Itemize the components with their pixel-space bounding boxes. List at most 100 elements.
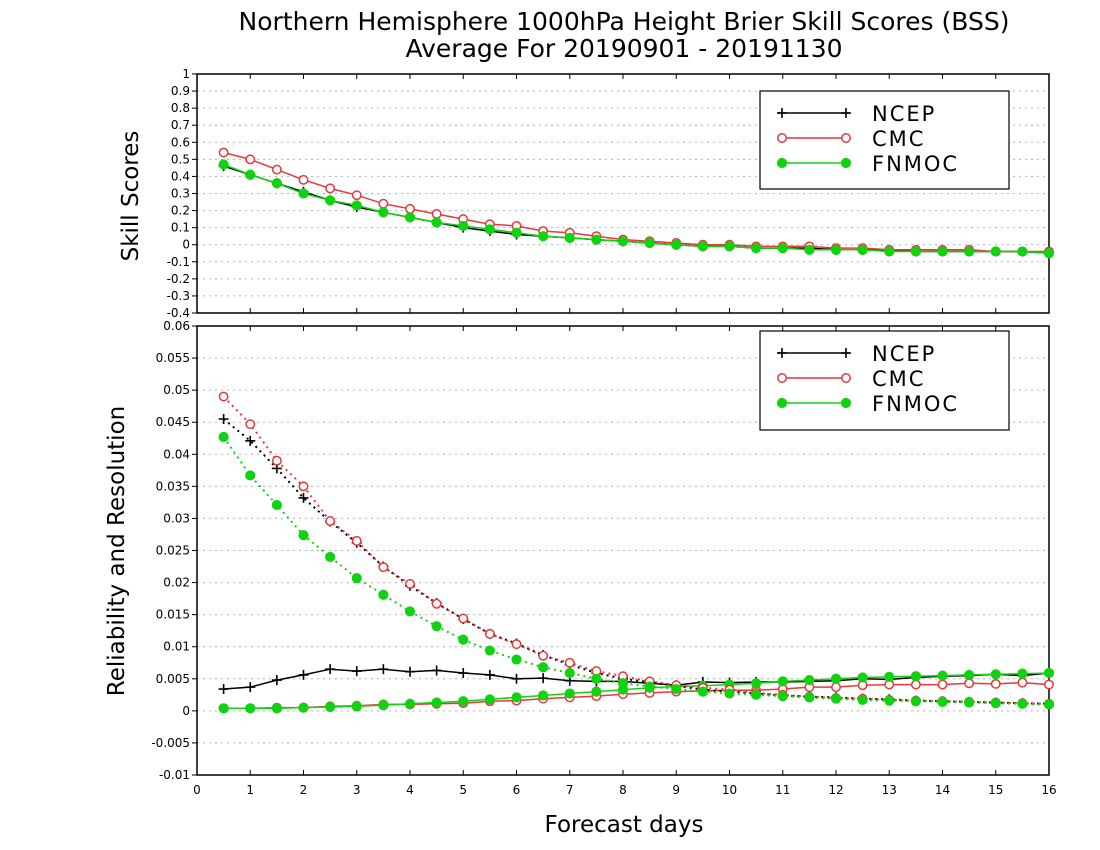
- xtick-label: 2: [300, 783, 308, 797]
- bottom-series-fnmoc-reliability-point: [830, 673, 842, 684]
- bottom-series-fnmoc-reliability-point: [591, 686, 602, 697]
- bottom-series-ncep-reliability-point: [511, 673, 522, 684]
- x-axis-title: Forecast days: [545, 812, 704, 838]
- xtick-label: 13: [882, 783, 897, 797]
- bottom-series-fnmoc-resolution-point: [564, 667, 575, 679]
- bottom-legend-marker-cmc: [777, 373, 787, 383]
- bottom-series-cmc-reliability-point: [1044, 679, 1054, 690]
- top-ytick-label: 1: [182, 67, 190, 81]
- top-ytick-label: -0.4: [167, 306, 190, 320]
- bottom-legend-marker-fnmoc: [840, 397, 852, 409]
- xtick-label: 0: [193, 783, 201, 797]
- top-ytick-label: 0.5: [171, 152, 190, 166]
- bottom-series-ncep-reliability-point: [378, 664, 389, 675]
- chart-title: Northern Hemisphere 1000hPa Height Brier…: [239, 7, 1010, 36]
- top-series-fnmoc-point: [245, 169, 256, 180]
- bottom-ytick-label: 0.05: [163, 383, 190, 397]
- top-series-cmc-point: [378, 198, 389, 209]
- bottom-series-fnmoc-reliability-point: [378, 699, 389, 711]
- bottom-series-fnmoc-reliability-point: [990, 669, 1001, 680]
- bottom-series-ncep-reliability-point: [538, 673, 549, 684]
- bottom-legend-marker-cmc: [841, 373, 851, 383]
- top-series-fnmoc-point: [830, 244, 842, 255]
- bottom-series-ncep-reliability-point: [351, 666, 362, 677]
- xtick-label: 6: [513, 783, 521, 797]
- top-series-fnmoc-point: [404, 212, 416, 223]
- bottom-ytick-label: 0.04: [163, 447, 190, 461]
- bottom-series-cmc-reliability-point: [1017, 677, 1028, 688]
- xtick-label: 11: [775, 783, 790, 797]
- bottom-series-ncep-reliability-point: [298, 669, 309, 680]
- bottom-ytick-label: 0.055: [156, 351, 190, 365]
- top-legend-marker-cmc: [777, 133, 787, 143]
- bottom-series-fnmoc-resolution-point: [751, 689, 762, 700]
- top-legend-marker-ncep: [841, 108, 851, 118]
- bottom-series-fnmoc-reliability-point: [857, 672, 868, 683]
- bottom-series-fnmoc-reliability-point: [245, 703, 256, 714]
- bottom-series-fnmoc-reliability-point: [937, 670, 948, 681]
- bottom-series-ncep-resolution-line: [222, 418, 1050, 705]
- bottom-series-cmc-resolution-point: [245, 419, 256, 430]
- bottom-series-fnmoc-reliability-point: [431, 697, 442, 708]
- bottom-series-fnmoc-reliability-point: [804, 674, 815, 686]
- xtick-label: 8: [619, 783, 627, 797]
- top-series-fnmoc-point: [724, 241, 735, 252]
- bottom-series-cmc-resolution-point: [298, 481, 309, 492]
- bottom-ytick-label: 0.005: [156, 672, 190, 686]
- top-legend-marker-ncep: [777, 108, 787, 118]
- top-series-fnmoc-point: [697, 241, 708, 252]
- bottom-series-fnmoc-resolution-point: [271, 499, 282, 511]
- bottom-series-ncep-reliability-point: [458, 668, 469, 679]
- top-ytick-label: 0.2: [171, 204, 190, 218]
- bottom-ytick-label: 0.035: [156, 479, 190, 493]
- bottom-series-fnmoc-resolution-point: [1017, 698, 1028, 709]
- xtick-label: 14: [935, 783, 950, 797]
- top-series-fnmoc-point: [644, 237, 655, 249]
- bottom-legend-label-fnmoc: FNMOC: [872, 392, 959, 416]
- bottom-series-fnmoc-reliability-point: [511, 692, 522, 703]
- xtick-label: 4: [406, 783, 414, 797]
- xtick-label: 7: [566, 783, 574, 797]
- bottom-y-axis-title: Reliability and Resolution: [104, 406, 130, 696]
- bottom-series-fnmoc-reliability-point: [751, 678, 762, 689]
- chart-subtitle: Average For 20190901 - 20191130: [405, 34, 842, 63]
- bottom-series-fnmoc-resolution-point: [538, 662, 549, 673]
- bottom-series-ncep-reliability-point: [271, 675, 282, 686]
- bottom-legend: [759, 330, 1010, 431]
- bottom-series-cmc-resolution-point: [378, 562, 389, 573]
- top-series-fnmoc-point: [964, 246, 975, 257]
- bottom-series-fnmoc-reliability-point: [564, 688, 575, 699]
- bottom-legend-label-ncep: NCEP: [872, 342, 936, 366]
- bottom-series-fnmoc-resolution-line: [222, 436, 1050, 706]
- bottom-series-cmc-resolution-point: [405, 578, 415, 589]
- top-series-cmc-point: [245, 154, 256, 165]
- bottom-ytick-label: 0.015: [156, 608, 190, 622]
- bottom-series-fnmoc-resolution-point: [591, 673, 602, 684]
- top-series-fnmoc-point: [671, 239, 682, 250]
- bottom-series-fnmoc-resolution-point: [804, 692, 815, 703]
- bottom-series-ncep-reliability-point: [218, 684, 229, 695]
- bottom-legend-marker-ncep: [777, 348, 787, 358]
- top-legend-label-cmc: CMC: [872, 127, 925, 151]
- xtick-label: 1: [246, 783, 254, 797]
- top-ytick-label: 0.8: [171, 101, 190, 115]
- bottom-series-fnmoc-resolution-point: [617, 678, 629, 689]
- bottom-ytick-label: 0.03: [163, 511, 190, 525]
- bottom-legend-marker-fnmoc: [776, 397, 788, 409]
- bottom-series-cmc-reliability-point: [964, 678, 975, 689]
- bottom-series-fnmoc-reliability-point: [1017, 668, 1028, 679]
- bottom-series-fnmoc-reliability-point: [271, 703, 282, 714]
- top-series-fnmoc-point: [538, 231, 549, 242]
- top-series-fnmoc-point: [511, 227, 522, 238]
- top-ytick-label: 0.4: [171, 169, 190, 183]
- top-legend-label-fnmoc: FNMOC: [872, 152, 959, 176]
- bottom-series-fnmoc-resolution-point: [910, 696, 921, 707]
- top-series-fnmoc-point: [617, 236, 629, 247]
- top-ytick-label: 0.7: [171, 118, 190, 132]
- bottom-series-cmc-resolution-point: [431, 598, 442, 609]
- bottom-series-fnmoc-reliability-point: [538, 690, 549, 701]
- top-legend-label-ncep: NCEP: [872, 102, 936, 126]
- bottom-series-cmc-resolution-point: [325, 516, 336, 526]
- bottom-series-fnmoc-resolution-point: [937, 696, 948, 707]
- xtick-label: 9: [672, 783, 680, 797]
